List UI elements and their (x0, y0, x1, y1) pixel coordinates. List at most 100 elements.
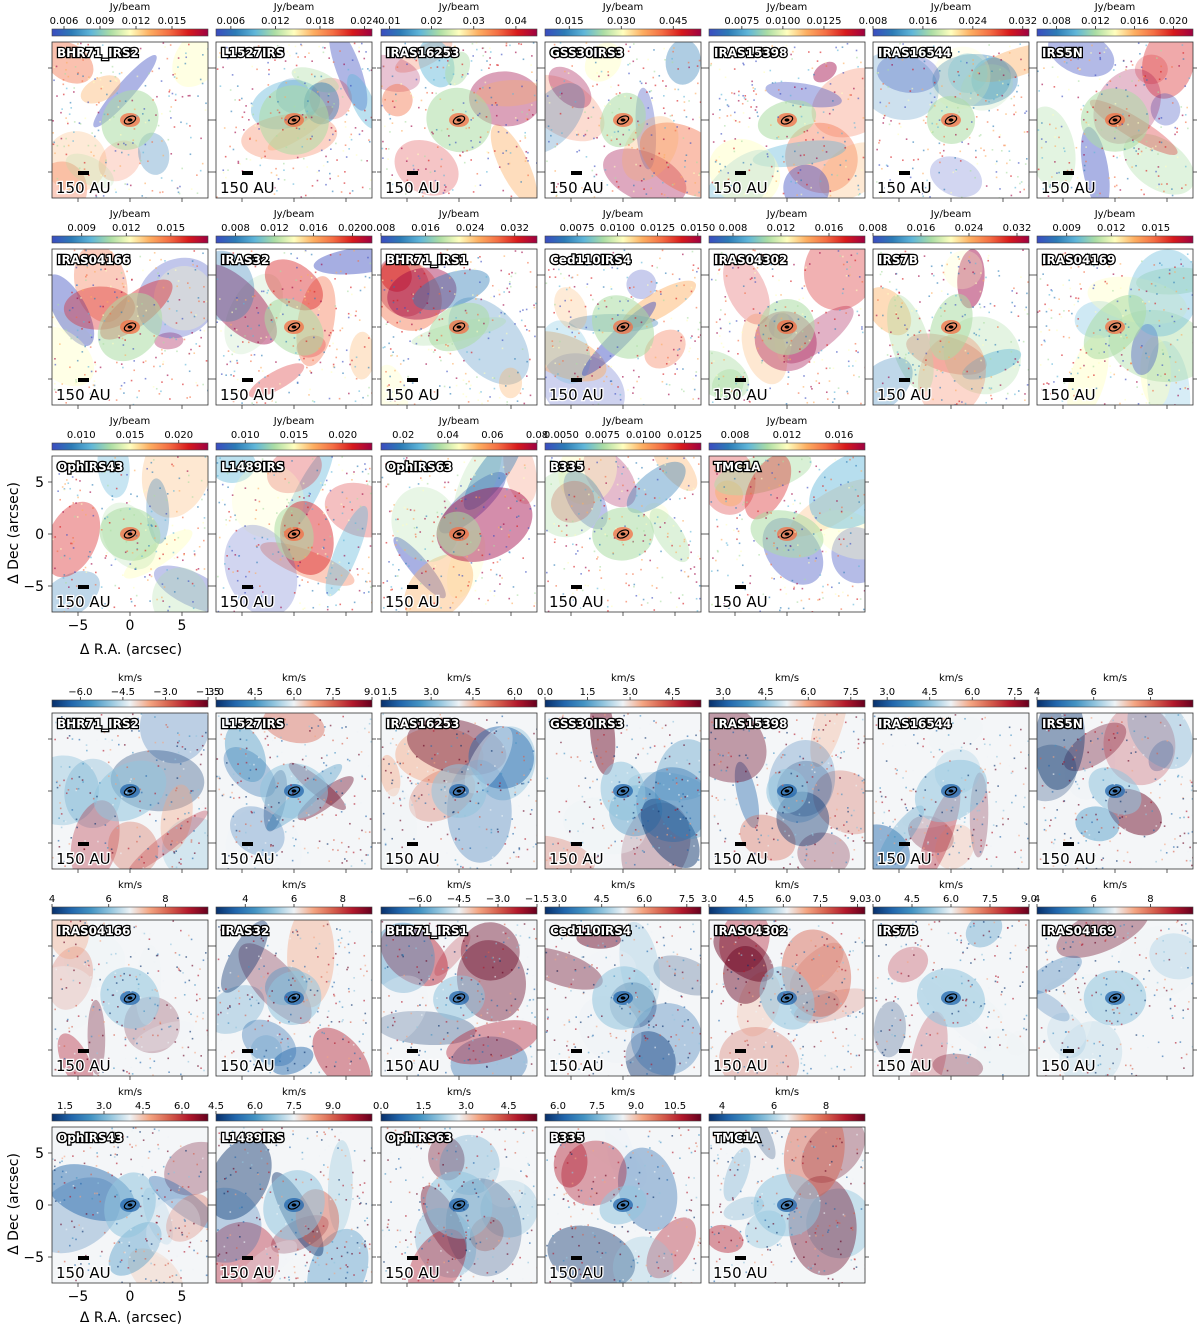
y-tick-label: 0 (35, 1198, 44, 1214)
continuum-contour (123, 115, 137, 125)
colorbar-tick-label: 0.0050 (544, 430, 579, 441)
colorbar (544, 906, 702, 915)
scale-bar (242, 378, 253, 382)
colorbar-tick-label: 0.006 (217, 16, 246, 27)
source-label: Ced110IRS4 (550, 253, 631, 267)
scale-bar-label: 150 AU (220, 1057, 275, 1075)
scale-bar (1063, 378, 1074, 382)
colorbar-tick-label: 0.020 (164, 430, 193, 441)
continuum-peak (620, 789, 626, 793)
scale-bar (242, 171, 253, 175)
colorbar-tick-label: 0.0150 (680, 223, 715, 234)
colorbar-tick-label: 3.0 (879, 687, 895, 698)
source-label: OphIRS43 (57, 1131, 123, 1145)
map-image (381, 249, 537, 405)
map-image (709, 713, 865, 869)
colorbar-unit-label: Jy/beam (438, 209, 480, 220)
colorbar-tick-label: 0.018 (306, 16, 335, 27)
continuum-contour (1108, 115, 1122, 125)
colorbar-tick-label: 0.008 (367, 223, 396, 234)
colorbar-tick-label: 0.010 (67, 430, 96, 441)
colorbar (544, 442, 702, 451)
continuum-contour (616, 993, 630, 1003)
colorbar-tick-label: 6.0 (550, 1101, 566, 1112)
scale-bar-label: 150 AU (385, 386, 440, 404)
panel-intensity-gss30irs3: Jy/beam 0.015 0.030 0.045 GSS30IRS3 150 AU (541, 2, 705, 202)
colorbar-tick-label: 0.024 (955, 223, 984, 234)
continuum-peak (456, 325, 462, 329)
colorbar-unit-label: km/s (282, 673, 306, 684)
colorbar (544, 699, 702, 708)
map-image (381, 456, 537, 612)
scale-bar-label: 150 AU (56, 593, 111, 611)
colorbar-tick-label: 1.5 (57, 1101, 73, 1112)
colorbar (1036, 235, 1194, 244)
continuum-contour (452, 529, 466, 539)
continuum-contour (944, 115, 958, 125)
colorbar-tick-label: 6.0 (636, 894, 652, 905)
scale-bar (407, 1256, 418, 1260)
panel-velocity-l1489irs: km/s 4.5 6.0 7.5 9.0 L1489IRS 150 AU (208, 1087, 376, 1287)
colorbar (51, 906, 209, 915)
panel-intensity-iras32: Jy/beam 0.008 0.012 0.016 0.020 IRAS32 150 AU (212, 209, 376, 409)
colorbar-tick-label: 0.012 (1081, 16, 1110, 27)
continuum-peak (948, 789, 954, 793)
colorbar-tick-label: 6.0 (943, 894, 959, 905)
colorbar-tick-label: 0.012 (122, 16, 151, 27)
continuum-contour (944, 322, 958, 332)
panel-velocity-l1527irs: km/s 3.0 4.5 6.0 7.5 9.0 L1527IRS 150 AU (208, 673, 380, 873)
x-tick-label: −5 (68, 1289, 89, 1305)
continuum-contour (287, 322, 301, 332)
map-image (709, 456, 865, 612)
colorbar-tick-label: 0.015 (280, 430, 309, 441)
colorbar-tick-label: −4.5 (447, 894, 471, 905)
colorbar-tick-label: 0.06 (481, 430, 503, 441)
x-tick-label: 5 (178, 1289, 187, 1305)
colorbar-tick-label: 4.5 (922, 687, 938, 698)
scale-bar-label: 150 AU (713, 850, 768, 868)
colorbar-tick-label: 0.02 (420, 16, 442, 27)
scale-bar (899, 171, 910, 175)
map-image (545, 920, 701, 1076)
panel-intensity-ophirs63: Jy/beam 0.02 0.04 0.06 0.08 OphIRS63 150 AU (377, 416, 548, 616)
map-image (545, 1127, 701, 1283)
continuum-peak (291, 325, 297, 329)
colorbar-tick-label: 7.5 (982, 894, 998, 905)
scale-bar (899, 842, 910, 846)
colorbar-tick-label: 1.5 (416, 1101, 432, 1112)
y-tick-label: 0 (35, 527, 44, 543)
panel-velocity-bhr71-irs2: km/s −6.0 −4.5 −3.0 −1.5 BHR71_IRS2 150 AU (48, 673, 220, 873)
map-image (873, 714, 1029, 869)
source-label: IRAS04169 (1042, 253, 1115, 267)
continuum-peak (127, 996, 133, 1000)
scale-bar (735, 171, 746, 175)
colorbar-tick-label: 4 (1034, 894, 1040, 905)
colorbar-tick-label: 4.5 (247, 687, 263, 698)
y-tick-label: −5 (23, 1250, 44, 1266)
scale-bar-label: 150 AU (220, 1264, 275, 1282)
source-label: IRAS16253 (386, 717, 459, 731)
colorbar-unit-label: km/s (447, 880, 471, 891)
colorbar (51, 442, 209, 451)
panel-intensity-ced110irs4: Jy/beam 0.0075 0.0100 0.0125 0.0150 Ced110IRS… (541, 209, 715, 409)
colorbar (380, 906, 538, 915)
colorbar-tick-label: 0.015 (158, 16, 187, 27)
source-label: IRAS16544 (878, 46, 951, 60)
source-label: IRAS32 (221, 253, 269, 267)
continuum-contour (616, 529, 630, 539)
scale-bar-label: 150 AU (385, 1057, 440, 1075)
colorbar-tick-label: 0.012 (773, 430, 802, 441)
colorbar (215, 235, 373, 244)
source-label: IRAS16544 (878, 717, 951, 731)
map-image (710, 920, 865, 1076)
continuum-peak (1112, 996, 1118, 1000)
axis-tick-labels-velocity: −5 0 5 5 0 −5 (23, 1146, 186, 1305)
colorbar-tick-label: 8 (162, 894, 168, 905)
map-image (216, 249, 372, 405)
continuum-peak (948, 996, 954, 1000)
scale-bar-label: 150 AU (1041, 386, 1096, 404)
colorbar-tick-label: 4.5 (135, 1101, 151, 1112)
colorbar-tick-label: 3.0 (715, 687, 731, 698)
colorbar-tick-label: −6.0 (68, 687, 92, 698)
colorbar-tick-label: 4.5 (501, 1101, 517, 1112)
